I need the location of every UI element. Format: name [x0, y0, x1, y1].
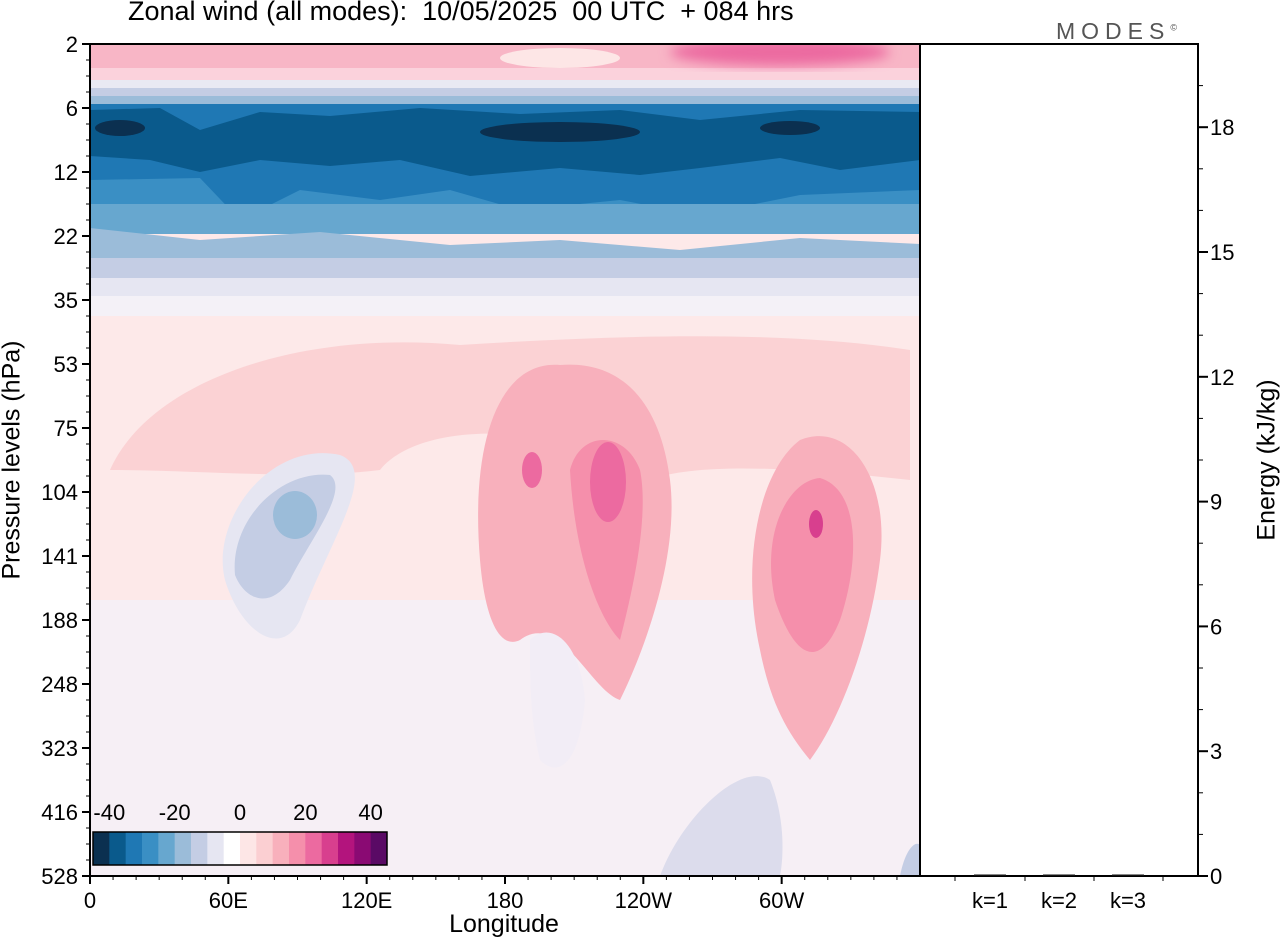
colorbar-swatch: [93, 832, 110, 865]
energy-tick-label: 15: [1210, 240, 1234, 265]
y-tick-label: 528: [41, 864, 78, 889]
colorbar-swatch: [272, 832, 290, 865]
y-tick-label: 248: [41, 672, 78, 697]
x-tick-label: 60E: [209, 888, 248, 913]
colorbar-label: 20: [293, 800, 317, 825]
colorbar-swatch: [158, 832, 176, 865]
energy-category-label: k=1: [972, 888, 1008, 913]
y-tick-label: 2: [66, 32, 78, 57]
colorbar-swatch: [207, 832, 225, 865]
colorbar-swatch: [354, 832, 372, 865]
y-tick-label: 53: [54, 352, 78, 377]
y-tick-label: 188: [41, 608, 78, 633]
y-tick-label: 323: [41, 736, 78, 761]
colorbar-swatch: [125, 832, 143, 865]
colorbar-swatch: [305, 832, 323, 865]
energy-bar: [1043, 874, 1075, 876]
energy-axis-ticks: 0 3 6 9 12 15 18: [954, 85, 1234, 889]
colorbar-label: 0: [234, 800, 246, 825]
colorbar-swatch: [289, 832, 306, 865]
energy-tick-label: 0: [1210, 864, 1222, 889]
colorbar-swatch: [321, 832, 339, 865]
heatmap-field: [90, 44, 920, 876]
colorbar: -40 -20 0 20 40: [92, 800, 388, 866]
x-tick-label: 60W: [759, 888, 804, 913]
colorbar-swatch: [191, 832, 208, 865]
x-axis-ticks: 0 60E 120E 180 120W 60W: [84, 876, 898, 913]
y-tick-label: 12: [54, 160, 78, 185]
colorbar-swatch: [223, 832, 241, 865]
colorbar-swatch: [338, 832, 355, 865]
energy-bar: [974, 874, 1006, 876]
energy-tick-label: 12: [1210, 365, 1234, 390]
x-tick-label: 120E: [341, 888, 392, 913]
energy-tick-label: 9: [1210, 490, 1222, 515]
x-tick-label: 120W: [615, 888, 673, 913]
x-tick-label: 180: [487, 888, 524, 913]
colorbar-swatch: [240, 832, 257, 865]
y-tick-label: 6: [66, 96, 78, 121]
energy-tick-label: 6: [1210, 614, 1222, 639]
energy-panel: [919, 43, 1199, 877]
colorbar-frame: [92, 831, 388, 866]
colorbar-swatch: [174, 832, 192, 865]
energy-category-label: k=2: [1041, 888, 1077, 913]
y-axis-ticks: 2 6 12 22 35 53 75 104 141 188 248 323 416 528: [41, 32, 90, 889]
x-axis-label: Longitude: [449, 910, 559, 938]
brand-mark: ©: [1170, 22, 1177, 33]
energy-bar: [1112, 874, 1144, 876]
colorbar-label: -20: [159, 800, 191, 825]
y-tick-label: 141: [41, 544, 78, 569]
energy-tick-label: 3: [1210, 739, 1222, 764]
energy-tick-label: 18: [1210, 115, 1234, 140]
energy-bars: k=1 k=2 k=3: [972, 874, 1146, 913]
chart-title: Zonal wind (all modes): 10/05/2025 00 UT…: [128, 0, 794, 26]
y-tick-label: 75: [54, 416, 78, 441]
colorbar-swatch: [370, 832, 388, 865]
y-tick-label: 416: [41, 800, 78, 825]
y-tick-label: 22: [54, 224, 78, 249]
x-tick-label: 0: [84, 888, 96, 913]
y-tick-label: 35: [54, 288, 78, 313]
brand-name: MODES: [1056, 18, 1171, 44]
colorbar-swatch: [109, 832, 127, 865]
energy-category-label: k=3: [1110, 888, 1146, 913]
colorbar-swatch: [142, 832, 159, 865]
colorbar-swatch: [256, 832, 274, 865]
colorbar-label: 40: [358, 800, 382, 825]
colorbar-label: -40: [93, 800, 125, 825]
y-tick-label: 104: [41, 480, 78, 505]
brand-logo: MODES©: [1056, 18, 1177, 45]
